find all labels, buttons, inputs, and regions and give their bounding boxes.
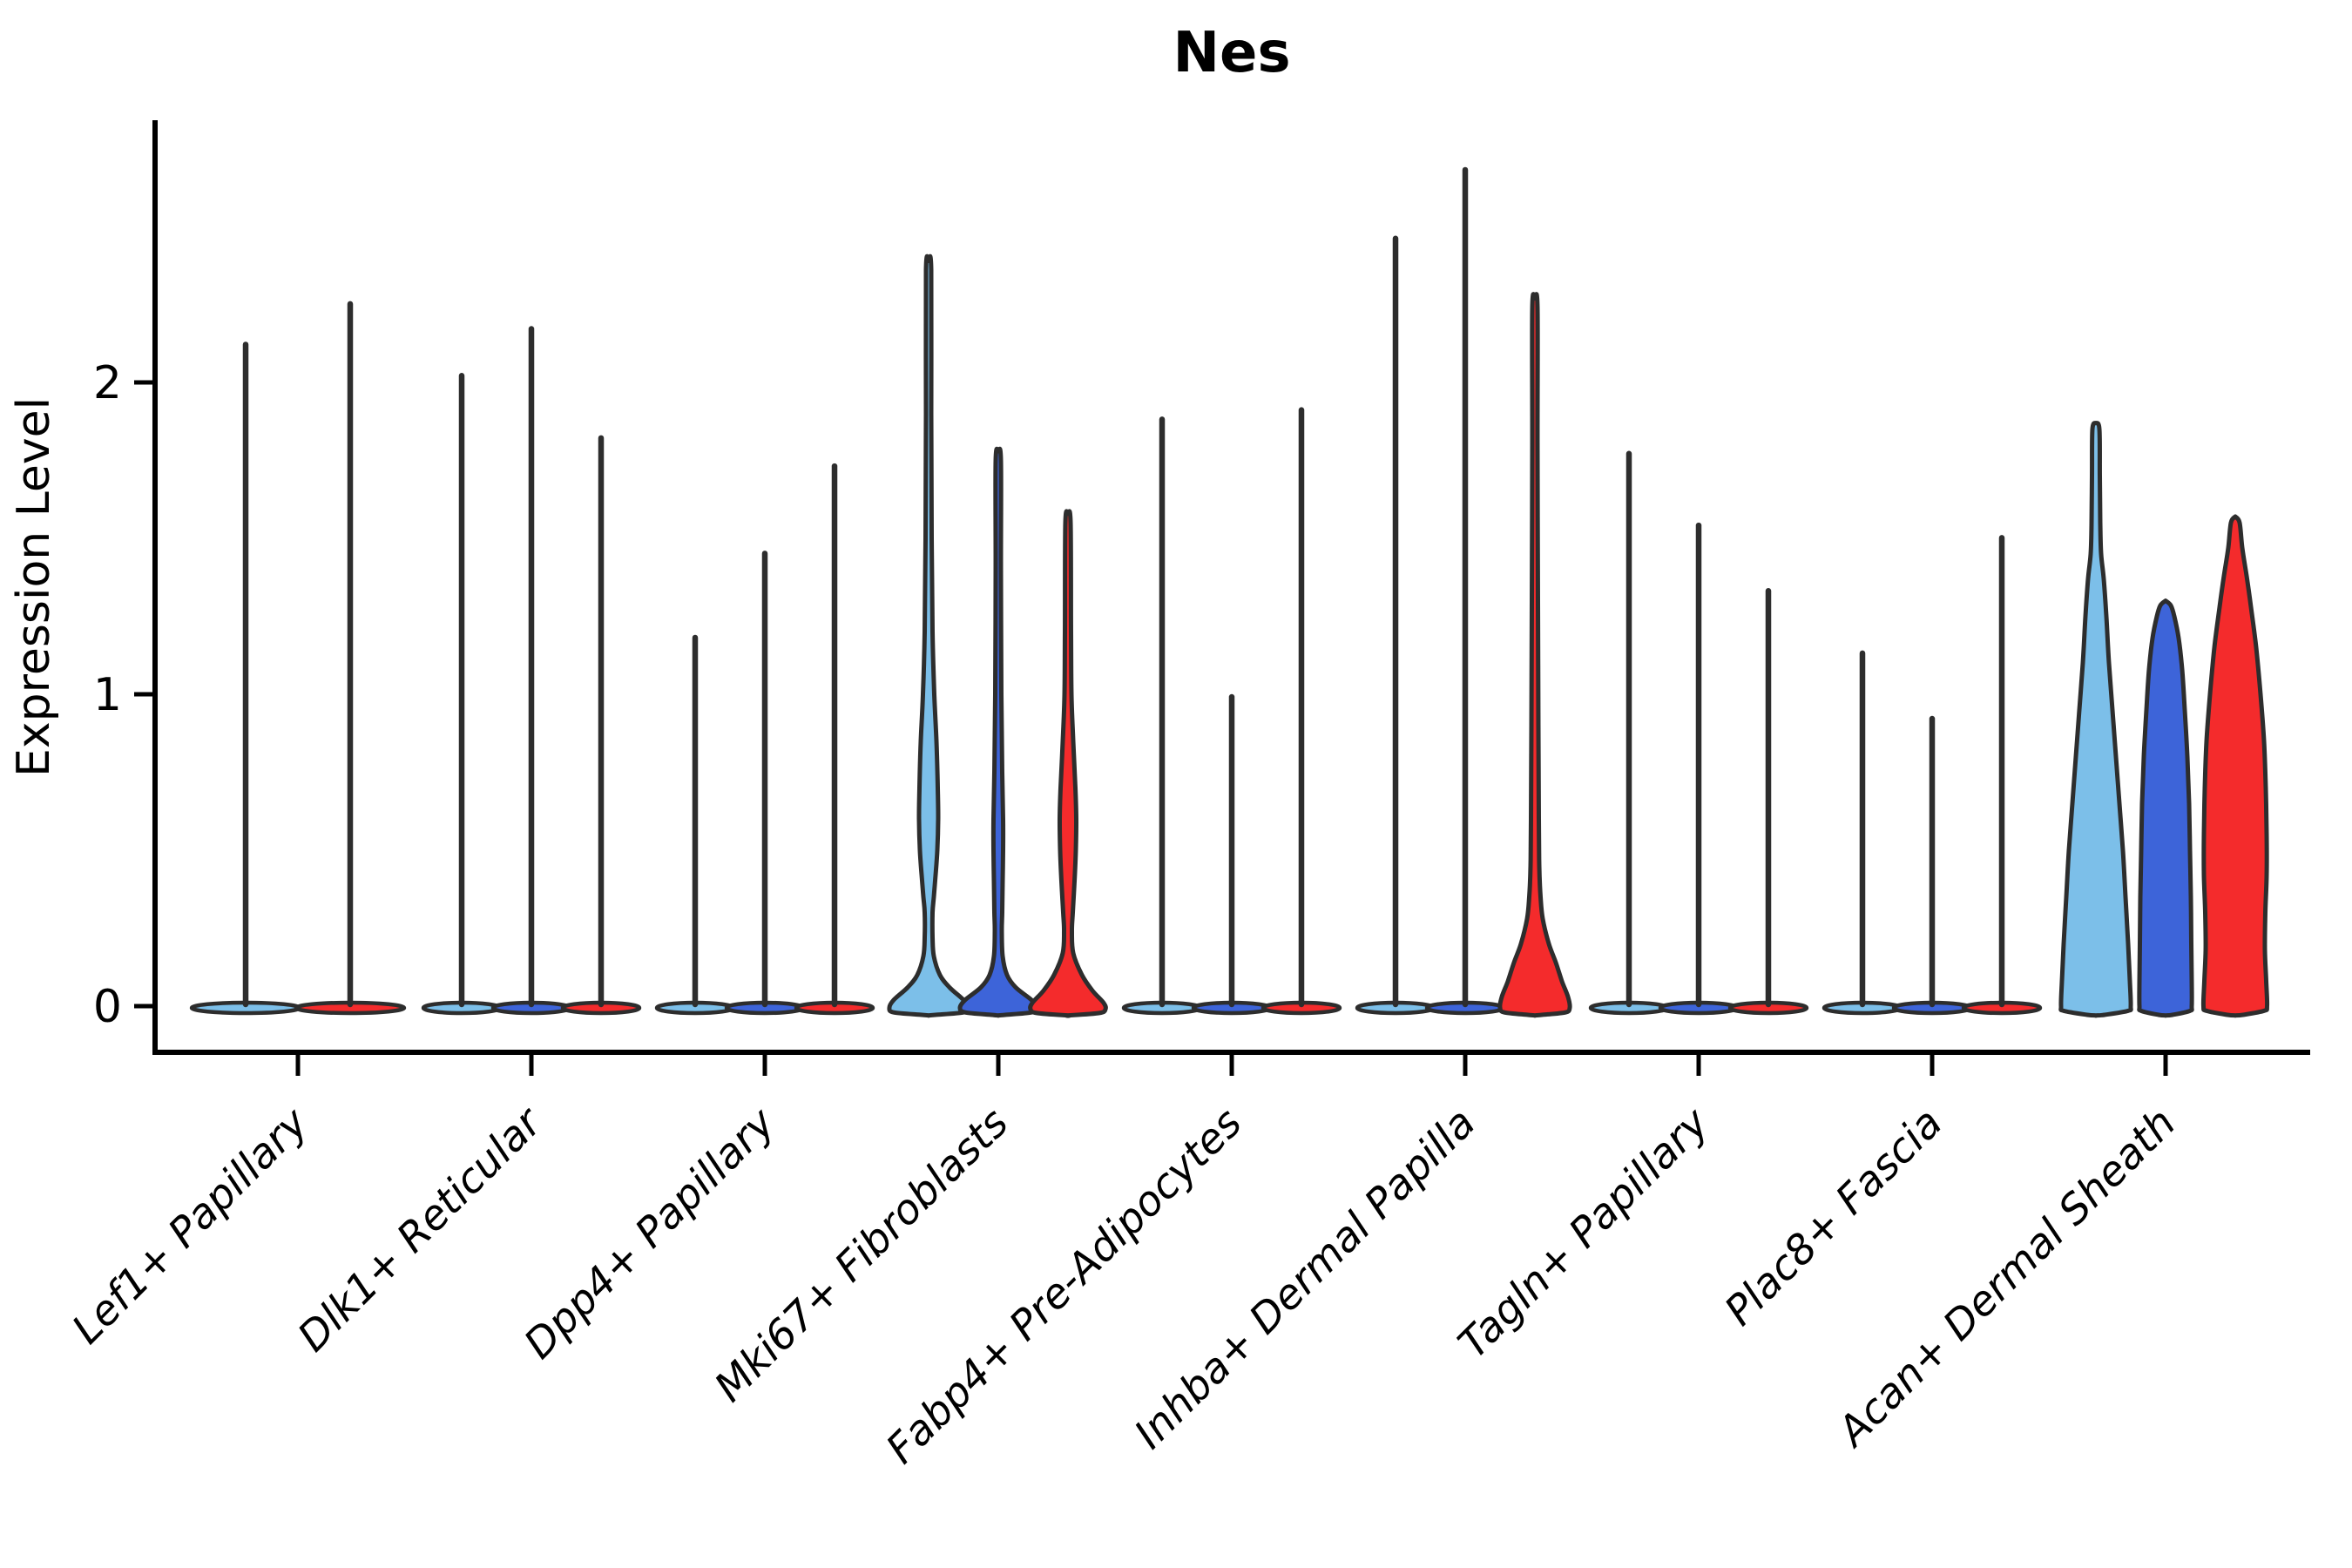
x-category-label-dlk1: Dlk1+ Reticular <box>289 1098 553 1362</box>
violin-acan-s1 <box>2058 421 2133 1018</box>
y-axis-label: Expression Level <box>8 397 60 777</box>
violin-mki67-s1 <box>887 253 970 1018</box>
x-category-label-plac8: Plac8+ Fascia <box>1715 1099 1951 1335</box>
violin-acan-s3 <box>2200 514 2270 1018</box>
violin-acan-s2 <box>2137 598 2194 1018</box>
x-category-label-dpp4: Dpp4+ Papillary <box>515 1098 785 1369</box>
violin-mki67-s2 <box>957 446 1039 1018</box>
violin-mki67-s3 <box>1028 509 1108 1018</box>
y-tick-label: 2 <box>93 357 122 409</box>
y-tick-label: 0 <box>93 981 122 1033</box>
x-category-label-tagln: Tagln+ Papillary <box>1450 1098 1720 1369</box>
axes-layer <box>152 120 2310 1055</box>
y-tick-label: 1 <box>93 669 122 721</box>
x-category-label-lef1: Lef1+ Papillary <box>63 1098 318 1354</box>
violins-layer <box>189 166 2270 1018</box>
violin-inhba-s3 <box>1497 292 1572 1018</box>
chart-title: Nes <box>1173 21 1290 85</box>
